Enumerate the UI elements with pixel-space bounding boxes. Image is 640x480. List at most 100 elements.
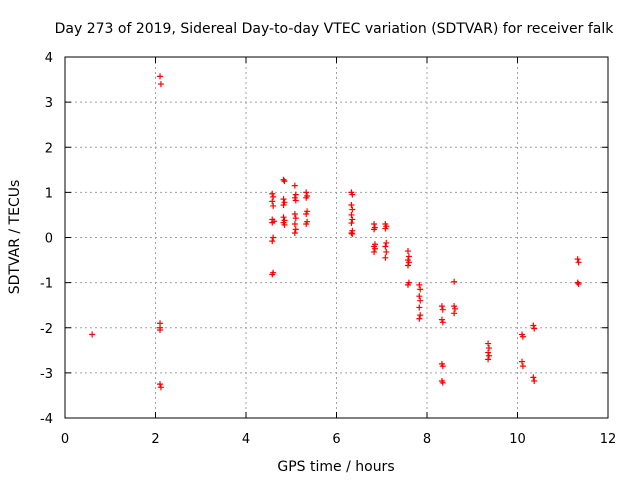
y-tick-label: -2: [40, 322, 53, 337]
data-point: [269, 198, 276, 205]
data-point: [438, 303, 445, 310]
data-point: [575, 259, 582, 266]
data-point: [303, 211, 310, 218]
x-tick-label: 10: [509, 432, 526, 447]
data-point: [269, 219, 276, 226]
data-point: [451, 303, 458, 310]
data-point: [439, 306, 446, 313]
data-point: [417, 312, 424, 319]
y-tick-label: -1: [40, 277, 53, 292]
data-point: [404, 262, 411, 269]
data-point: [269, 271, 276, 278]
data-point: [451, 310, 458, 317]
data-point: [270, 193, 277, 200]
data-point: [291, 182, 298, 189]
y-tick-label: -3: [40, 367, 53, 382]
data-point: [291, 229, 298, 236]
data-point: [383, 239, 390, 246]
data-point: [349, 206, 356, 213]
x-tick-label: 12: [600, 432, 617, 447]
data-point: [531, 377, 538, 384]
data-point: [291, 194, 298, 201]
data-point: [157, 73, 164, 80]
data-point: [405, 253, 412, 260]
data-point: [349, 191, 356, 198]
data-point: [280, 196, 287, 203]
data-point: [417, 286, 424, 293]
data-point: [531, 325, 538, 332]
y-tick-label: -4: [40, 412, 53, 427]
data-point: [416, 293, 423, 300]
data-point: [574, 256, 581, 263]
data-point: [348, 229, 355, 236]
data-point: [303, 220, 310, 227]
data-point: [416, 315, 423, 322]
data-point: [292, 215, 299, 222]
data-point: [157, 81, 164, 88]
data-point: [519, 333, 526, 340]
data-point: [157, 327, 164, 334]
y-tick-label: 4: [45, 51, 53, 66]
data-point: [269, 190, 276, 197]
data-point: [485, 340, 492, 347]
data-point: [269, 238, 276, 245]
data-point: [575, 280, 582, 287]
data-point: [405, 259, 412, 266]
data-point: [439, 379, 446, 386]
chart-title: Day 273 of 2019, Sidereal Day-to-day VTE…: [55, 21, 615, 37]
data-point: [348, 220, 355, 227]
data-point: [303, 194, 310, 201]
data-point: [519, 363, 526, 370]
data-point: [157, 381, 164, 388]
data-point: [417, 297, 424, 304]
data-point: [303, 189, 310, 196]
x-axis-label: GPS time / hours: [277, 459, 394, 475]
data-points: [89, 73, 582, 391]
data-point: [89, 331, 96, 338]
data-point: [281, 199, 288, 206]
data-point: [291, 220, 298, 227]
data-point: [416, 304, 423, 311]
x-tick-label: 4: [242, 432, 250, 447]
data-point: [485, 352, 492, 359]
y-tick-label: 3: [45, 96, 53, 111]
data-point: [281, 221, 288, 228]
y-tick-label: 0: [45, 232, 53, 247]
data-point: [371, 245, 378, 252]
data-point: [280, 202, 287, 209]
data-point: [383, 248, 390, 255]
y-tick-label: 1: [45, 186, 53, 201]
data-point: [292, 191, 299, 198]
x-tick-label: 2: [151, 432, 159, 447]
data-point: [291, 211, 298, 218]
data-point: [485, 349, 492, 356]
data-point: [530, 322, 537, 329]
data-point: [530, 374, 537, 381]
data-point: [439, 319, 446, 326]
data-point: [574, 279, 581, 286]
data-point: [281, 178, 288, 185]
grid: [65, 57, 608, 418]
data-point: [485, 356, 492, 363]
data-point: [382, 254, 389, 261]
data-point: [280, 176, 287, 183]
data-point: [292, 226, 299, 233]
data-point: [371, 248, 378, 255]
y-tick-label: 2: [45, 141, 53, 156]
x-tick-label: 8: [423, 432, 431, 447]
data-point: [485, 345, 492, 352]
data-point: [439, 363, 446, 370]
data-point: [404, 248, 411, 255]
data-point: [270, 202, 277, 209]
data-point: [349, 230, 356, 237]
data-point: [519, 358, 526, 365]
data-point: [349, 216, 356, 223]
data-point: [451, 278, 458, 285]
x-tick-label: 0: [61, 432, 69, 447]
data-point: [348, 211, 355, 218]
x-tick-label: 6: [332, 432, 340, 447]
data-point: [157, 384, 164, 391]
data-point: [304, 208, 311, 215]
